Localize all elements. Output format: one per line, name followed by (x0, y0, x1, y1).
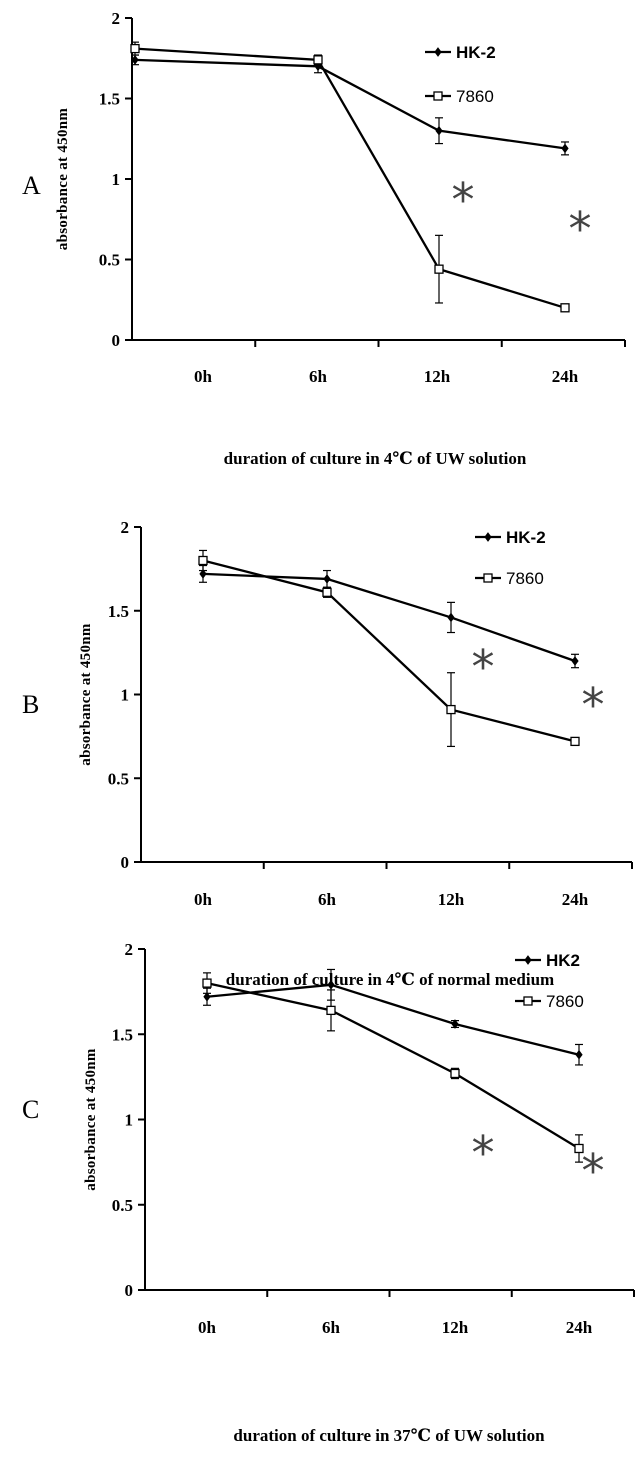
data-point (447, 612, 455, 623)
x-tick-label: 24h (566, 1318, 593, 1337)
x-axis-title: duration of culture in 37℃ of UW solutio… (233, 1426, 545, 1445)
series-line (206, 983, 580, 1056)
y-tick-label: 0 (125, 1281, 134, 1300)
legend: HK-2 7860 (475, 528, 546, 588)
y-tick-label: 2 (125, 940, 134, 959)
chart-panel-c: 0 0.5 1 1.5 2 0h 6h 12h 24h duration of culture i… (22, 940, 635, 1445)
data-point (202, 978, 212, 988)
significance-star: * (452, 173, 475, 227)
legend-label: 7860 (456, 87, 494, 106)
series-line (202, 559, 576, 743)
y-tick-label: 0 (112, 331, 121, 350)
data-point (198, 555, 208, 566)
x-axis-title: duration of culture in 4℃ of normal medi… (226, 970, 554, 989)
y-axis-title: absorbance at 450nm (78, 623, 94, 766)
x-tick-label: 12h (424, 367, 451, 386)
data-point (561, 143, 569, 154)
chart-panel-a: 0 0.5 1 1.5 2 0h 6h 12h 24h duration of culture i… (22, 9, 626, 468)
x-tick-label: 0h (194, 890, 213, 909)
panel-label: B (22, 690, 39, 719)
x-tick-label: 12h (438, 890, 465, 909)
y-tick-label: 0 (121, 853, 130, 872)
data-point (575, 1049, 583, 1060)
series-7860 (198, 549, 580, 748)
y-tick-label: 1 (112, 170, 121, 189)
y-tick-label: 0.5 (99, 251, 120, 270)
data-point (199, 569, 207, 579)
chart-panel-b: 0 0.5 1 1.5 2 0h 6h 12h 24h duration of culture i… (22, 518, 633, 989)
y-tick-label: 2 (112, 9, 121, 28)
data-point (450, 1068, 460, 1079)
significance-star: * (582, 1144, 605, 1198)
significance-star: * (472, 1126, 495, 1180)
series-hk-2 (131, 54, 569, 156)
data-point (574, 1143, 584, 1154)
x-axis-title: duration of culture in 4℃ of UW solution (224, 449, 527, 468)
data-point (451, 1019, 459, 1029)
data-point (560, 303, 570, 313)
legend-marker (523, 996, 533, 1006)
series-7860 (130, 41, 570, 313)
data-point (322, 587, 332, 597)
legend-marker (483, 573, 493, 583)
y-tick-label: 1 (125, 1111, 134, 1130)
legend-label: 7860 (506, 569, 544, 588)
y-tick-label: 1 (121, 686, 130, 705)
y-tick-label: 0.5 (112, 1196, 133, 1215)
series-line (206, 981, 580, 1150)
panel-label: A (22, 171, 41, 200)
x-tick-label: 12h (442, 1318, 469, 1337)
data-point (571, 656, 579, 666)
data-point (203, 991, 211, 1002)
series-hk2 (203, 968, 583, 1066)
legend-marker (484, 532, 492, 542)
x-tick-label: 6h (309, 367, 328, 386)
data-point (326, 1005, 336, 1016)
x-tick-label: 6h (318, 890, 337, 909)
legend-marker (434, 47, 442, 57)
significance-star: * (472, 640, 495, 694)
series-line (134, 58, 566, 150)
x-tick-label: 24h (562, 890, 589, 909)
x-tick-label: 0h (198, 1318, 217, 1337)
y-tick-label: 1.5 (112, 1025, 133, 1044)
data-point (131, 55, 139, 65)
data-point (435, 125, 443, 136)
y-tick-label: 1.5 (99, 90, 120, 109)
data-point (323, 574, 331, 584)
legend-label: 7860 (546, 992, 584, 1011)
series-7860 (202, 972, 584, 1163)
x-tick-label: 24h (552, 367, 579, 386)
legend-label: HK-2 (456, 43, 496, 62)
data-point (434, 264, 444, 274)
y-tick-label: 1.5 (108, 602, 129, 621)
series-line (134, 47, 566, 309)
x-tick-label: 0h (194, 367, 213, 386)
data-point (313, 55, 323, 65)
significance-star: * (569, 202, 592, 256)
legend-marker (524, 955, 532, 965)
legend: HK2 7860 (515, 951, 584, 1011)
data-point (327, 979, 335, 990)
y-axis-title: absorbance at 450nm (55, 108, 71, 251)
y-tick-label: 0.5 (108, 769, 129, 788)
data-point (570, 736, 580, 747)
x-tick-label: 6h (322, 1318, 341, 1337)
y-axis-title: absorbance at 450nm (83, 1048, 99, 1191)
significance-star: * (582, 678, 605, 732)
legend-label: HK-2 (506, 528, 546, 547)
legend-marker (433, 91, 443, 101)
legend-label: HK2 (546, 951, 580, 970)
data-point (446, 704, 456, 715)
panel-label: C (22, 1095, 39, 1124)
legend: HK-2 7860 (425, 43, 496, 106)
data-point (130, 43, 140, 54)
y-tick-label: 2 (121, 518, 130, 537)
